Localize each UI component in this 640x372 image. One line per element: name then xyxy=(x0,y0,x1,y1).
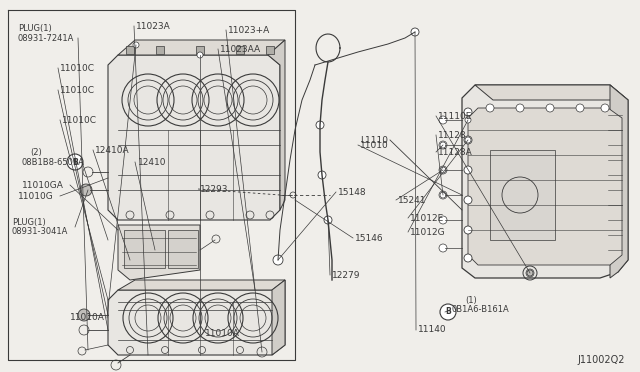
Text: 11010A: 11010A xyxy=(205,328,240,337)
Circle shape xyxy=(516,104,524,112)
Polygon shape xyxy=(118,280,285,290)
Circle shape xyxy=(439,244,447,252)
Text: L1110: L1110 xyxy=(360,135,388,144)
Text: 11010C: 11010C xyxy=(62,115,97,125)
Circle shape xyxy=(440,304,456,320)
Text: 11010C: 11010C xyxy=(60,64,95,73)
Circle shape xyxy=(273,255,283,265)
Polygon shape xyxy=(468,108,622,265)
Circle shape xyxy=(601,104,609,112)
Polygon shape xyxy=(124,230,165,268)
Text: 15148: 15148 xyxy=(338,187,367,196)
Bar xyxy=(266,46,274,54)
Circle shape xyxy=(78,309,90,321)
Polygon shape xyxy=(108,55,280,220)
Text: (2): (2) xyxy=(30,148,42,157)
Text: 12410A: 12410A xyxy=(95,145,130,154)
Bar xyxy=(156,46,164,54)
Circle shape xyxy=(464,108,472,116)
Text: 11023AA: 11023AA xyxy=(220,45,261,54)
Text: 11023+A: 11023+A xyxy=(228,26,270,35)
Polygon shape xyxy=(610,85,628,278)
Text: 08931-7241A: 08931-7241A xyxy=(18,33,74,42)
Circle shape xyxy=(465,117,471,123)
Circle shape xyxy=(464,254,472,262)
Circle shape xyxy=(465,137,471,143)
Polygon shape xyxy=(272,280,285,355)
Text: 11010A: 11010A xyxy=(70,314,105,323)
Circle shape xyxy=(576,104,584,112)
Text: 15241: 15241 xyxy=(398,196,426,205)
Polygon shape xyxy=(475,85,628,100)
Text: PLUG(1): PLUG(1) xyxy=(18,23,52,32)
Polygon shape xyxy=(168,230,198,268)
Text: 12279: 12279 xyxy=(332,270,360,279)
Circle shape xyxy=(526,269,534,277)
Circle shape xyxy=(464,196,472,204)
Bar xyxy=(126,46,134,54)
Circle shape xyxy=(440,142,446,148)
Circle shape xyxy=(439,191,447,199)
Polygon shape xyxy=(462,85,628,278)
Circle shape xyxy=(439,166,447,174)
Circle shape xyxy=(439,141,447,149)
Polygon shape xyxy=(108,280,285,355)
Text: 15146: 15146 xyxy=(355,234,383,243)
Circle shape xyxy=(411,28,419,36)
Circle shape xyxy=(316,121,324,129)
Circle shape xyxy=(464,136,472,144)
Text: 11128: 11128 xyxy=(438,131,467,140)
Bar xyxy=(196,46,204,54)
Bar xyxy=(236,46,244,54)
Circle shape xyxy=(546,104,554,112)
Text: 08B1B8-6501A: 08B1B8-6501A xyxy=(22,157,85,167)
Circle shape xyxy=(197,52,203,58)
Text: 12410: 12410 xyxy=(138,157,166,167)
Polygon shape xyxy=(490,150,555,240)
Text: 11010: 11010 xyxy=(360,141,388,150)
Text: PLUG(1): PLUG(1) xyxy=(12,218,45,227)
Text: 11128A: 11128A xyxy=(438,148,473,157)
Circle shape xyxy=(133,42,139,48)
Polygon shape xyxy=(268,40,285,210)
Text: 11010G: 11010G xyxy=(18,192,54,201)
Text: B: B xyxy=(72,157,78,167)
Text: 11110E: 11110E xyxy=(438,112,472,121)
Text: 11010GA: 11010GA xyxy=(22,180,64,189)
Text: J11002Q2: J11002Q2 xyxy=(577,355,625,365)
Circle shape xyxy=(464,226,472,234)
Circle shape xyxy=(486,104,494,112)
Text: 11140: 11140 xyxy=(418,326,447,334)
Text: 11012G: 11012G xyxy=(410,228,445,237)
Polygon shape xyxy=(118,40,285,55)
Circle shape xyxy=(464,166,472,174)
Circle shape xyxy=(324,216,332,224)
Text: B: B xyxy=(445,308,451,317)
Circle shape xyxy=(67,154,83,170)
Text: 11012E: 11012E xyxy=(410,214,444,222)
Text: 11023A: 11023A xyxy=(136,22,171,31)
Circle shape xyxy=(80,184,92,196)
Text: 11010C: 11010C xyxy=(60,86,95,94)
Circle shape xyxy=(318,171,326,179)
Text: 0B1A6-B161A: 0B1A6-B161A xyxy=(452,305,509,314)
Circle shape xyxy=(439,216,447,224)
Circle shape xyxy=(440,167,446,173)
Polygon shape xyxy=(118,225,200,280)
Circle shape xyxy=(439,116,447,124)
Text: 08931-3041A: 08931-3041A xyxy=(12,227,68,235)
Text: 12293: 12293 xyxy=(200,185,228,193)
Text: (1): (1) xyxy=(465,295,477,305)
Circle shape xyxy=(440,192,446,198)
